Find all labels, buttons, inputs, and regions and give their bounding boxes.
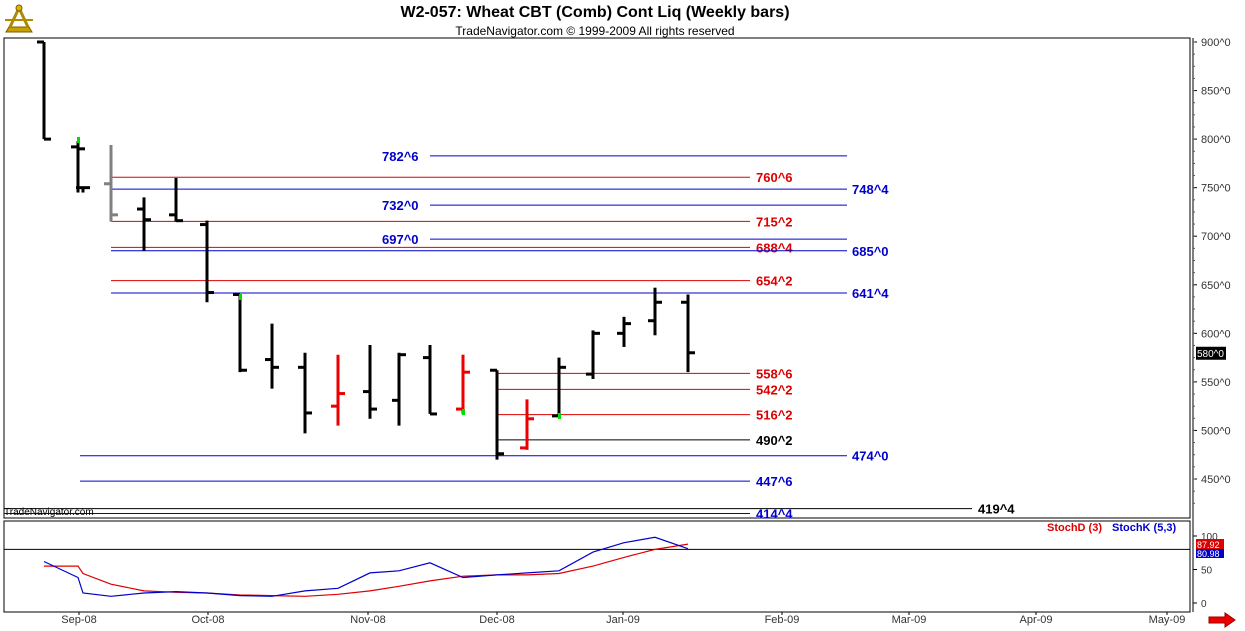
legend-stochk: StochK (5,3) (1112, 522, 1177, 534)
ohlc-bar (104, 144, 118, 222)
y-tick-label: 700^0 (1201, 231, 1231, 243)
legend-stochd: StochD (3) (1047, 522, 1102, 534)
stochk-value-badge (1196, 549, 1224, 558)
x-tick-label: Dec-08 (479, 614, 514, 626)
level-label-688-4: 688^4 (756, 240, 793, 255)
signal-marker (77, 137, 80, 143)
x-tick-label: Mar-09 (892, 614, 927, 626)
stoch-series-line (43, 536, 689, 597)
level-label-447-6: 447^6 (756, 474, 793, 489)
x-tick-label: Jan-09 (606, 614, 640, 626)
ohlc-bar (331, 354, 345, 426)
y-tick-label: 800^0 (1201, 134, 1231, 146)
level-label-715-2: 715^2 (756, 214, 793, 229)
ohlc-bar (137, 197, 151, 251)
level-label-782-6: 782^6 (382, 149, 419, 164)
ohlc-bar (265, 323, 279, 389)
chart-title: W2-057: Wheat CBT (Comb) Cont Liq (Weekl… (400, 4, 790, 21)
level-label-419-4: 419^4 (978, 502, 1015, 517)
stoch-series-line (44, 543, 689, 597)
y-tick-label: 750^0 (1201, 183, 1231, 195)
ohlc-bar (490, 368, 504, 460)
ohlc-bar (169, 177, 183, 223)
x-tick-label: Nov-08 (350, 614, 385, 626)
ohlc-bar (298, 352, 312, 434)
y-tick-label: 650^0 (1201, 280, 1231, 292)
signal-marker (239, 294, 242, 300)
ohlc-bar (456, 354, 470, 414)
main-panel-border (3, 37, 1191, 519)
stochk-value-label: 80.98 (1197, 549, 1220, 559)
ohlc-bar (392, 352, 406, 426)
ohlc-bar (71, 141, 85, 193)
y-tick-label: 550^0 (1201, 377, 1231, 389)
level-label-414-4: 414^4 (756, 506, 793, 521)
stoch-y-tick-label: 50 (1201, 566, 1213, 577)
ohlc-bar (681, 294, 695, 373)
y-tick-label: 850^0 (1201, 86, 1231, 98)
level-label-558-6: 558^6 (756, 366, 793, 381)
signal-marker (558, 413, 561, 419)
level-label-641-4: 641^4 (852, 286, 889, 301)
x-tick-label: Sep-08 (61, 614, 96, 626)
last-price-label: 580^0 (1197, 349, 1224, 360)
ohlc-bar (586, 330, 600, 379)
ohlc-bar (363, 344, 377, 419)
level-label-748-4: 748^4 (852, 182, 889, 197)
y-tick-label: 500^0 (1201, 425, 1231, 437)
ohlc-bar (423, 344, 437, 416)
ohlc-bar (37, 40, 51, 141)
ohlc-bar (200, 220, 214, 303)
level-label-732-0: 732^0 (382, 198, 419, 213)
level-label-654-2: 654^2 (756, 274, 793, 289)
level-label-490-2: 490^2 (756, 433, 793, 448)
level-label-760-6: 760^6 (756, 170, 793, 185)
y-tick-label: 600^0 (1201, 328, 1231, 340)
stoch-y-tick-label: 0 (1201, 599, 1207, 610)
x-tick-label: Feb-09 (765, 614, 800, 626)
level-label-697-0: 697^0 (382, 232, 419, 247)
stochastic-panel-border (3, 520, 1191, 613)
ohlc-bar (233, 292, 247, 373)
sextant-logo-icon[interactable] (2, 2, 36, 36)
ohlc-bar (520, 399, 534, 450)
signal-marker (462, 409, 465, 415)
stochd-value-badge (1196, 539, 1224, 549)
x-tick-label: Oct-08 (191, 614, 224, 626)
ohlc-bar (617, 316, 631, 347)
scroll-right-arrow-icon[interactable] (1207, 612, 1237, 628)
stoch-y-tick-label: 100 (1201, 532, 1218, 543)
y-tick-label: 900^0 (1201, 37, 1231, 49)
level-label-516-2: 516^2 (756, 408, 793, 423)
x-tick-label: Apr-09 (1019, 614, 1052, 626)
copyright-subtitle: TradeNavigator.com © 1999-2009 All right… (455, 24, 735, 38)
level-label-474-0: 474^0 (852, 449, 889, 464)
ohlc-bar (648, 287, 662, 336)
stochd-value-label: 87.92 (1197, 540, 1220, 550)
level-label-542-2: 542^2 (756, 382, 793, 397)
x-tick-label: May-09 (1149, 614, 1186, 626)
level-label-685-0: 685^0 (852, 244, 889, 259)
ohlc-bar (552, 357, 566, 418)
watermark-text: TradeNavigator.com (4, 507, 94, 518)
last-price-badge (1196, 346, 1226, 360)
y-tick-label: 450^0 (1201, 474, 1231, 486)
ohlc-bar (76, 186, 90, 193)
